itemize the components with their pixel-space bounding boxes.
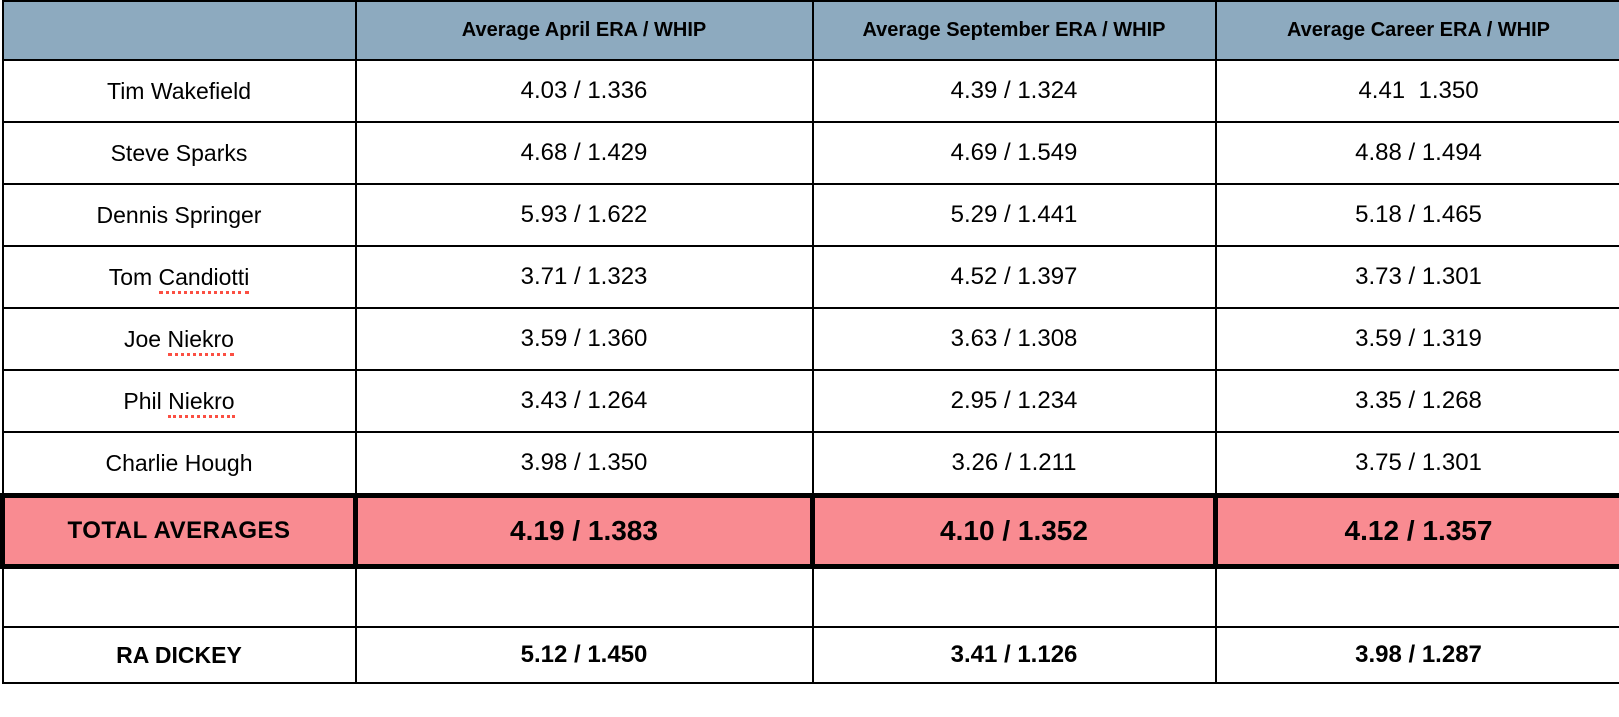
career-value-cell: 3.73 / 1.301 — [1214, 245, 1619, 309]
header-cell-september: Average September ERA / WHIP — [811, 0, 1217, 61]
april-value-cell: 4.68 / 1.429 — [354, 121, 814, 185]
september-value-cell: 5.29 / 1.441 — [811, 183, 1217, 247]
april-value-cell: 3.59 / 1.360 — [354, 307, 814, 371]
player-name: Tom — [108, 263, 159, 290]
career-value-cell: 3.35 / 1.268 — [1214, 369, 1619, 433]
september-value-cell: 2.95 / 1.234 — [811, 369, 1217, 433]
empty-cell — [1, 565, 357, 628]
player-name: Steve Sparks — [110, 139, 248, 166]
misspelled-name: Niekro — [167, 325, 234, 356]
table-row-phil-niekro: Phil Niekro 3.43 / 1.264 2.95 / 1.234 3.… — [1, 369, 1619, 433]
player-name-cell: Tom Candiotti — [1, 245, 357, 309]
table-row-springer: Dennis Springer 5.93 / 1.622 5.29 / 1.44… — [1, 183, 1619, 247]
player-name-cell: Phil Niekro — [1, 369, 357, 433]
misspelled-name: Niekro — [168, 387, 235, 418]
september-value-cell: 4.39 / 1.324 — [811, 59, 1217, 123]
april-value-cell: 3.98 / 1.350 — [354, 431, 814, 497]
september-value-cell: 4.69 / 1.549 — [811, 121, 1217, 185]
empty-cell — [354, 565, 814, 628]
player-name-cell: Steve Sparks — [1, 121, 357, 185]
header-cell-april: Average April ERA / WHIP — [354, 0, 814, 61]
table-row-sparks: Steve Sparks 4.68 / 1.429 4.69 / 1.549 4… — [1, 121, 1619, 185]
dickey-april-cell: 5.12 / 1.450 — [354, 626, 814, 684]
totals-career-cell: 4.12 / 1.357 — [1213, 493, 1619, 569]
table-row-wakefield: Tim Wakefield 4.03 / 1.336 4.39 / 1.324 … — [1, 59, 1619, 123]
player-name: Tim Wakefield — [107, 77, 251, 104]
april-value-cell: 4.03 / 1.336 — [354, 59, 814, 123]
dickey-career-cell: 3.98 / 1.287 — [1214, 626, 1619, 684]
april-value-cell: 3.71 / 1.323 — [354, 245, 814, 309]
dickey-name-cell: RA DICKEY — [1, 626, 357, 684]
player-name-cell: Tim Wakefield — [1, 59, 357, 123]
empty-cell — [811, 565, 1217, 628]
dickey-row: RA DICKEY 5.12 / 1.450 3.41 / 1.126 3.98… — [1, 626, 1619, 684]
empty-cell — [1214, 565, 1619, 628]
career-value-cell: 3.75 / 1.301 — [1214, 431, 1619, 497]
table-row-hough: Charlie Hough 3.98 / 1.350 3.26 / 1.211 … — [1, 431, 1619, 497]
career-value-cell: 4.41 1.350 — [1214, 59, 1619, 123]
player-name: Joe — [124, 325, 168, 352]
spacer-row — [1, 565, 1619, 628]
header-row: Average April ERA / WHIP Average Septemb… — [1, 0, 1619, 61]
misspelled-name: Candiotti — [158, 263, 250, 294]
career-value-cell: 5.18 / 1.465 — [1214, 183, 1619, 247]
april-value-cell: 3.43 / 1.264 — [354, 369, 814, 433]
table-row-joe-niekro: Joe Niekro 3.59 / 1.360 3.63 / 1.308 3.5… — [1, 307, 1619, 371]
player-name: Phil — [123, 387, 169, 414]
player-name-cell: Joe Niekro — [1, 307, 357, 371]
totals-label-cell: TOTAL AVERAGES — [0, 493, 358, 569]
career-value-cell: 4.88 / 1.494 — [1214, 121, 1619, 185]
september-value-cell: 3.63 / 1.308 — [811, 307, 1217, 371]
era-whip-comparison-table: Average April ERA / WHIP Average Septemb… — [0, 0, 1619, 684]
totals-row: TOTAL AVERAGES 4.19 / 1.383 4.10 / 1.352… — [0, 493, 1619, 569]
september-value-cell: 4.52 / 1.397 — [811, 245, 1217, 309]
totals-april-cell: 4.19 / 1.383 — [353, 493, 815, 569]
player-name: Dennis Springer — [96, 201, 262, 228]
april-value-cell: 5.93 / 1.622 — [354, 183, 814, 247]
career-value-cell: 3.59 / 1.319 — [1214, 307, 1619, 371]
player-name-cell: Charlie Hough — [1, 431, 357, 497]
september-value-cell: 3.26 / 1.211 — [811, 431, 1217, 497]
dickey-september-cell: 3.41 / 1.126 — [811, 626, 1217, 684]
header-cell-career: Average Career ERA / WHIP — [1214, 0, 1619, 61]
table-row-candiotti: Tom Candiotti 3.71 / 1.323 4.52 / 1.397 … — [1, 245, 1619, 309]
player-name: Charlie Hough — [105, 449, 253, 476]
header-cell-blank — [1, 0, 357, 61]
player-name-cell: Dennis Springer — [1, 183, 357, 247]
totals-september-cell: 4.10 / 1.352 — [810, 493, 1218, 569]
